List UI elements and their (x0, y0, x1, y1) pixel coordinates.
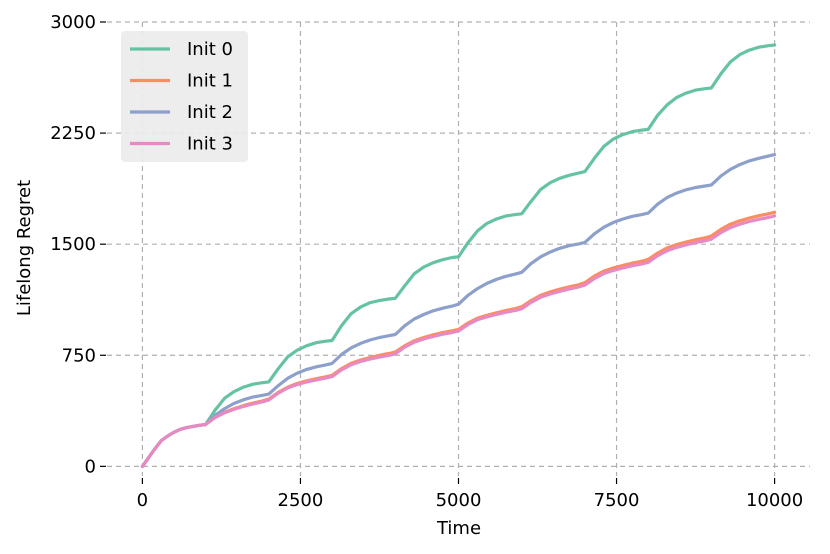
plot-series (140, 43, 777, 468)
y-axis-ticks: 0 750 1500 2250 3000 (50, 12, 106, 477)
x-axis-ticks: 0 2500 5000 7500 10000 (137, 478, 803, 511)
y-tick-label: 0 (85, 456, 96, 477)
y-tick-label: 750 (62, 345, 96, 366)
series-line-init-0 (140, 43, 777, 468)
legend-label-init-2: Init 2 (187, 102, 233, 123)
x-tick-label: 10000 (746, 490, 803, 511)
y-tick-label: 1500 (50, 234, 96, 255)
grid-lines (107, 21, 810, 476)
y-tick-label: 3000 (50, 12, 96, 33)
legend-label-init-1: Init 1 (187, 71, 233, 92)
x-tick-label: 0 (137, 490, 148, 511)
x-axis-title: Time (436, 518, 481, 539)
series-line-init-2 (140, 153, 777, 468)
x-tick-label: 2500 (278, 490, 324, 511)
y-tick-label: 2250 (50, 123, 96, 144)
legend: Init 0 Init 1 Init 2 Init 3 (121, 31, 248, 162)
series-line-init-3 (140, 214, 777, 468)
x-tick-label: 5000 (436, 490, 482, 511)
legend-label-init-3: Init 3 (187, 134, 233, 155)
legend-box (121, 31, 248, 162)
y-axis-title: Lifelong Regret (14, 180, 35, 316)
legend-label-init-0: Init 0 (187, 39, 233, 60)
x-tick-label: 7500 (594, 490, 640, 511)
